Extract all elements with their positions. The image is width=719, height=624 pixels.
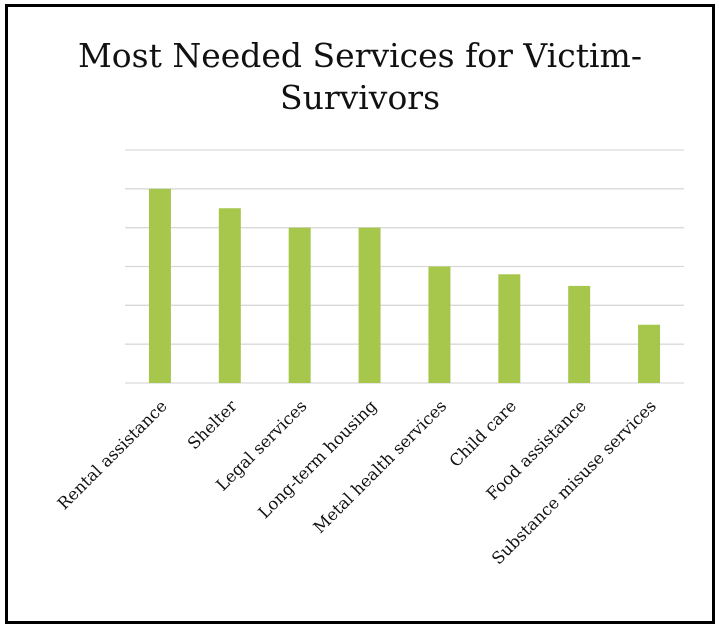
bar	[218, 208, 241, 383]
bar	[428, 266, 451, 383]
x-tick-label: Shelter	[184, 396, 241, 453]
x-tick-label: Long-term housing	[255, 396, 381, 522]
bar	[568, 285, 591, 383]
x-tick-label: Rental assistance	[54, 396, 171, 513]
bar	[148, 188, 171, 383]
chart-title: Most Needed Services for Victim-Survivor…	[78, 36, 642, 117]
bar	[358, 227, 381, 383]
bar	[498, 274, 521, 383]
x-tick-label: Metal health services	[310, 396, 451, 537]
x-tick-label: Child care	[446, 396, 520, 470]
bar	[288, 227, 311, 383]
bar	[638, 324, 661, 383]
chart-frame: Most Needed Services for Victim-Survivor…	[5, 4, 715, 624]
